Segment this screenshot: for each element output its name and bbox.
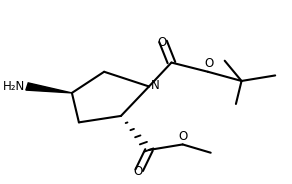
Polygon shape	[26, 83, 72, 93]
Text: O: O	[204, 57, 213, 70]
Text: H₂N: H₂N	[3, 80, 25, 93]
Text: O: O	[133, 165, 142, 178]
Text: O: O	[157, 36, 166, 49]
Text: N: N	[151, 79, 160, 92]
Text: O: O	[179, 130, 188, 143]
